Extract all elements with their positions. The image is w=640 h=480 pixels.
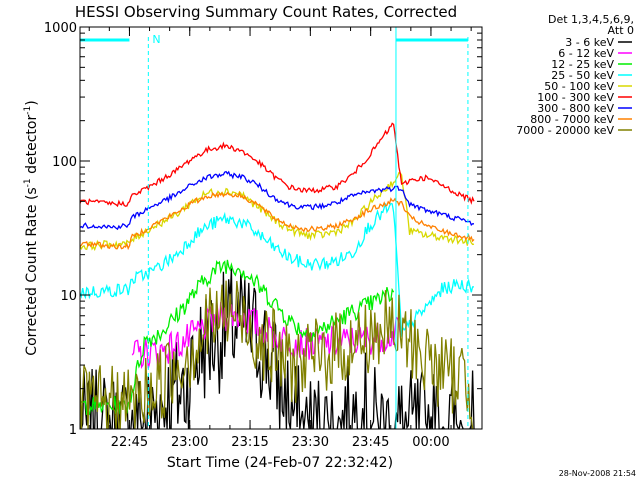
y-tick-label: 1 xyxy=(69,423,77,438)
y-tick-label: 1000 xyxy=(44,21,77,36)
y-axis-label-end: ) xyxy=(24,100,40,105)
series-line xyxy=(80,172,475,252)
legend-label: 12 - 25 keV xyxy=(551,58,614,71)
timestamp: 28-Nov-2008 21:54 xyxy=(559,469,636,478)
y-axis-label-exp2: -1 xyxy=(23,106,33,115)
legend-header: Det 1,3,4,5,6,9, xyxy=(548,13,634,26)
series-line xyxy=(131,301,403,370)
legend-label: 25 - 50 keV xyxy=(551,69,614,82)
series-line xyxy=(80,202,474,337)
status-markers: N xyxy=(80,27,469,429)
y-axis-label: Corrected Count Rate (s-1 detector-1) xyxy=(23,100,40,355)
legend-label: 300 - 800 keV xyxy=(537,102,614,115)
plot-marks: N xyxy=(80,27,475,429)
y-tick-label: 100 xyxy=(52,155,77,170)
marker-label-n: N xyxy=(152,33,160,46)
x-tick-label: 23:00 xyxy=(171,435,208,450)
x-axis-label: Start Time (24-Feb-07 22:32:42) xyxy=(167,455,393,471)
x-tick-label: 22:45 xyxy=(111,435,148,450)
chart-title: HESSI Observing Summary Count Rates, Cor… xyxy=(75,3,457,21)
x-tick-label: 00:00 xyxy=(412,435,449,450)
y-axis-label-mid: detector xyxy=(24,115,40,179)
series-line xyxy=(80,190,475,251)
x-tick-label: 23:30 xyxy=(292,435,329,450)
legend-label: 6 - 12 keV xyxy=(558,47,614,60)
legend-label: 100 - 300 keV xyxy=(537,91,614,104)
y-tick-label: 10 xyxy=(60,289,77,304)
plot-area: N xyxy=(79,26,483,430)
series-line xyxy=(80,268,475,429)
series-line xyxy=(80,280,474,429)
series-line xyxy=(80,122,475,208)
legend-label: 7000 - 20000 keV xyxy=(516,124,614,137)
plot-frame xyxy=(79,26,483,430)
legend-label: 50 - 100 keV xyxy=(544,80,614,93)
legend-label: 800 - 7000 keV xyxy=(530,113,614,126)
x-tick-label: 23:45 xyxy=(352,435,389,450)
series-line xyxy=(80,170,474,231)
y-axis-label-exp1: -1 xyxy=(23,178,33,187)
legend-header: Att 0 xyxy=(608,24,634,37)
y-axis-label-head: Corrected Count Rate (s xyxy=(24,187,40,355)
legend-label: 3 - 6 keV xyxy=(565,36,614,49)
x-tick-label: 23:15 xyxy=(231,435,268,450)
x-axis: 22:45 23:00 23:15 23:30 23:45 00:00 xyxy=(88,27,472,450)
y-axis: 1 10 100 1000 xyxy=(44,21,482,438)
